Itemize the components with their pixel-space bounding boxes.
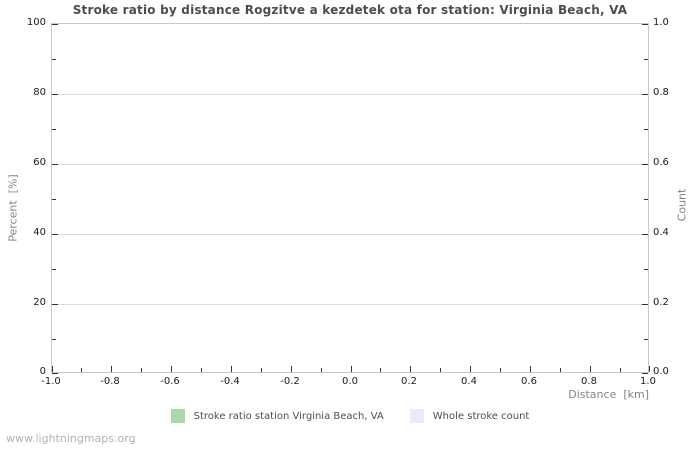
x-tick-label: 0.4 <box>461 376 477 387</box>
y-right-tick-label: 0.2 <box>653 297 669 308</box>
x-tick-label: 0.2 <box>401 376 417 387</box>
y-right-minor-tick <box>644 59 648 60</box>
y-left-tick-label: 80 <box>33 87 46 98</box>
x-major-tick <box>52 366 53 372</box>
x-tick-label: -1.0 <box>41 376 61 387</box>
gridline <box>52 304 648 305</box>
legend-item: Whole stroke count <box>409 409 530 423</box>
x-major-tick <box>231 366 232 372</box>
x-minor-tick <box>261 368 262 372</box>
y-right-major-tick <box>642 164 648 165</box>
gridline <box>52 94 648 95</box>
y-right-tick-label: 0.6 <box>653 157 669 168</box>
x-minor-tick <box>321 368 322 372</box>
x-minor-tick <box>380 368 381 372</box>
y-right-tick-label: 0.0 <box>653 366 669 377</box>
y-left-tick-label: 60 <box>33 157 46 168</box>
x-minor-tick <box>500 368 501 372</box>
x-major-tick <box>291 366 292 372</box>
y-right-minor-tick <box>644 129 648 130</box>
y-left-major-tick <box>52 24 58 25</box>
y-right-tick-label: 1.0 <box>653 17 669 28</box>
y-right-tick-label: 0.8 <box>653 87 669 98</box>
legend-swatch <box>170 409 185 423</box>
x-major-tick <box>410 366 411 372</box>
x-minor-tick <box>560 368 561 372</box>
y-left-tick-label: 0 <box>39 366 46 377</box>
y-left-minor-tick <box>52 199 56 200</box>
x-major-tick <box>171 366 172 372</box>
gridline <box>52 234 648 235</box>
y-left-minor-tick <box>52 129 56 130</box>
y-left-minor-tick <box>52 339 56 340</box>
legend-item: Stroke ratio station Virginia Beach, VA <box>170 409 384 423</box>
x-tick-label: -0.6 <box>160 376 180 387</box>
y-right-major-tick <box>642 24 648 25</box>
watermark-link: www.lightningmaps.org <box>6 432 136 445</box>
y-left-tick-label: 100 <box>26 17 46 28</box>
x-major-tick <box>351 366 352 372</box>
legend-label: Stroke ratio station Virginia Beach, VA <box>193 410 384 422</box>
x-major-tick <box>470 366 471 372</box>
x-tick-label: 0.6 <box>521 376 537 387</box>
y-right-axis-label: Count <box>675 188 689 222</box>
y-right-major-tick <box>642 234 648 235</box>
x-minor-tick <box>141 368 142 372</box>
y-left-minor-tick <box>52 59 56 60</box>
y-left-major-tick <box>52 304 58 305</box>
legend-swatch <box>409 409 424 423</box>
y-left-major-tick <box>52 164 58 165</box>
x-tick-label: -0.8 <box>100 376 120 387</box>
y-left-major-tick <box>52 234 58 235</box>
x-minor-tick <box>81 368 82 372</box>
y-right-tick-label: 0.4 <box>653 227 669 238</box>
y-right-major-tick <box>642 94 648 95</box>
x-tick-label: 0.0 <box>342 376 358 387</box>
gridline <box>52 164 648 165</box>
x-major-tick <box>649 366 650 372</box>
x-major-tick <box>530 366 531 372</box>
legend: Stroke ratio station Virginia Beach, VA W… <box>0 409 700 423</box>
y-left-tick-label: 20 <box>33 297 46 308</box>
x-major-tick <box>590 366 591 372</box>
y-right-minor-tick <box>644 199 648 200</box>
y-right-major-tick <box>642 373 648 374</box>
y-right-major-tick <box>642 304 648 305</box>
y-right-minor-tick <box>644 269 648 270</box>
x-tick-label: 1.0 <box>640 376 656 387</box>
x-minor-tick <box>201 368 202 372</box>
y-left-tick-label: 40 <box>33 227 46 238</box>
x-tick-label: -0.4 <box>220 376 240 387</box>
x-minor-tick <box>620 368 621 372</box>
y-left-major-tick <box>52 94 58 95</box>
x-major-tick <box>111 366 112 372</box>
y-right-minor-tick <box>644 339 648 340</box>
x-tick-label: 0.8 <box>581 376 597 387</box>
chart-title: Stroke ratio by distance Rogzitve a kezd… <box>72 3 628 17</box>
x-minor-tick <box>440 368 441 372</box>
x-axis-label: Distance [km] <box>568 388 649 401</box>
legend-label: Whole stroke count <box>432 410 530 422</box>
plot-area <box>51 23 650 374</box>
y-left-minor-tick <box>52 269 56 270</box>
x-tick-label: -0.2 <box>280 376 300 387</box>
y-left-major-tick <box>52 373 58 374</box>
